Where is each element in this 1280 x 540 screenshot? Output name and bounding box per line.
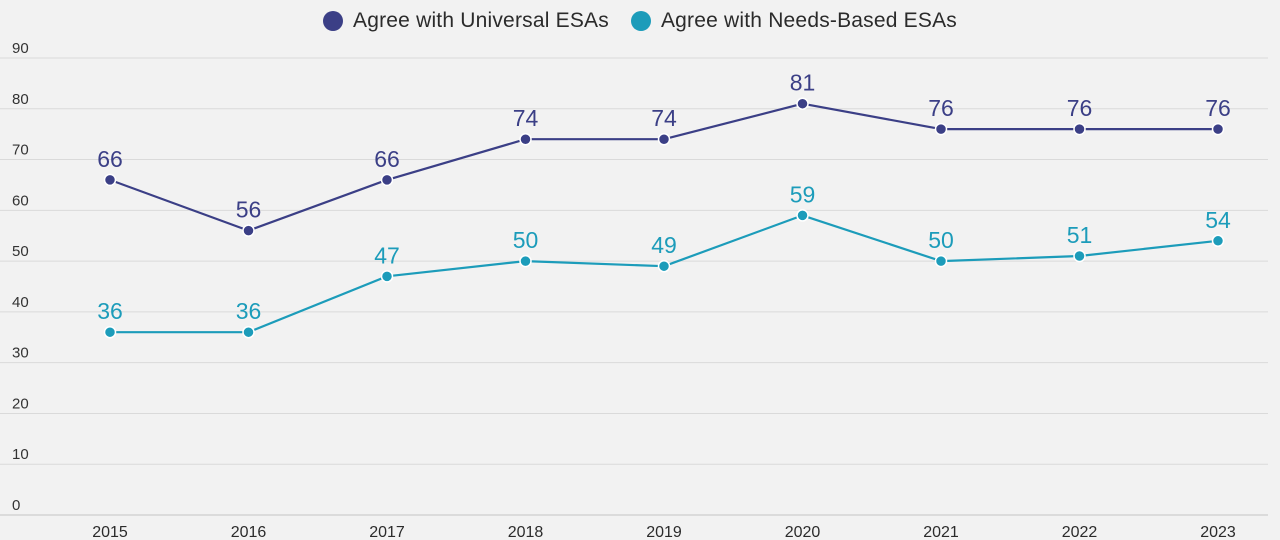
y-tick-label: 70 xyxy=(12,142,29,159)
data-point xyxy=(242,325,255,339)
y-tick-label: 20 xyxy=(12,395,29,412)
data-label: 56 xyxy=(236,197,262,223)
data-point xyxy=(657,132,671,146)
data-labels: 66 56 66 74 74 81 76 76 76 36 36 47 50 49 59 50 51 54 xyxy=(97,70,1231,325)
y-axis-ticks: 0 10 20 30 40 50 60 70 80 90 xyxy=(12,40,29,514)
x-tick-label: 2018 xyxy=(508,524,544,540)
x-tick-label: 2023 xyxy=(1200,524,1236,540)
x-tick-label: 2019 xyxy=(646,524,682,540)
data-point xyxy=(380,173,394,187)
chart-legend: Agree with Universal ESAs Agree with Nee… xyxy=(0,6,1280,36)
data-label: 74 xyxy=(513,105,539,131)
x-tick-label: 2017 xyxy=(369,524,405,540)
x-tick-label: 2021 xyxy=(923,524,959,540)
data-point xyxy=(242,224,255,237)
y-tick-label: 90 xyxy=(12,40,29,57)
data-point xyxy=(934,122,948,136)
legend-swatch-needs-based xyxy=(630,11,651,31)
y-tick-label: 50 xyxy=(12,243,29,260)
data-point xyxy=(380,270,394,283)
data-label: 50 xyxy=(928,227,954,253)
data-point xyxy=(796,209,809,222)
data-label: 50 xyxy=(513,227,539,253)
data-label: 47 xyxy=(374,242,400,268)
data-label: 74 xyxy=(651,105,677,131)
y-tick-label: 80 xyxy=(12,91,29,108)
data-point xyxy=(796,97,809,110)
data-point xyxy=(1211,122,1225,136)
data-label: 36 xyxy=(97,298,123,324)
x-tick-label: 2020 xyxy=(785,524,821,540)
legend-swatch-universal xyxy=(323,11,343,31)
data-label: 76 xyxy=(1205,95,1231,121)
legend-label-needs-based: Agree with Needs-Based ESAs xyxy=(660,9,957,32)
data-point xyxy=(1211,234,1225,248)
data-label: 59 xyxy=(790,181,816,207)
y-tick-label: 0 xyxy=(12,497,20,514)
data-label: 51 xyxy=(1067,222,1093,248)
y-tick-label: 10 xyxy=(12,446,29,463)
data-points xyxy=(103,97,1225,339)
grid-lines xyxy=(0,57,1268,516)
legend-label-universal: Agree with Universal ESAs xyxy=(353,9,609,32)
data-label: 49 xyxy=(651,232,677,258)
data-point xyxy=(934,254,948,268)
x-tick-label: 2022 xyxy=(1062,524,1098,540)
data-label: 76 xyxy=(1067,95,1093,121)
x-axis-ticks: 2015 2016 2017 2018 2019 2020 2021 2022 2023 xyxy=(92,524,1236,540)
data-point xyxy=(1073,249,1086,263)
data-label: 81 xyxy=(790,70,816,96)
y-tick-label: 30 xyxy=(12,345,29,362)
y-tick-label: 60 xyxy=(12,192,29,209)
data-label: 66 xyxy=(374,146,400,172)
data-point xyxy=(103,325,117,339)
data-label: 36 xyxy=(236,298,262,324)
x-tick-label: 2015 xyxy=(92,524,128,540)
data-point xyxy=(657,259,671,273)
data-point xyxy=(103,173,117,187)
data-point xyxy=(519,132,532,146)
data-label: 66 xyxy=(97,146,123,172)
data-label: 54 xyxy=(1205,207,1231,233)
data-point xyxy=(1073,122,1086,136)
legend-item-needs-based: Agree with Needs-Based ESAs xyxy=(630,9,957,33)
legend-item-universal: Agree with Universal ESAs xyxy=(323,9,609,33)
x-tick-label: 2016 xyxy=(231,524,267,540)
data-label: 76 xyxy=(928,95,954,121)
y-tick-label: 40 xyxy=(12,294,29,311)
data-point xyxy=(519,254,532,268)
